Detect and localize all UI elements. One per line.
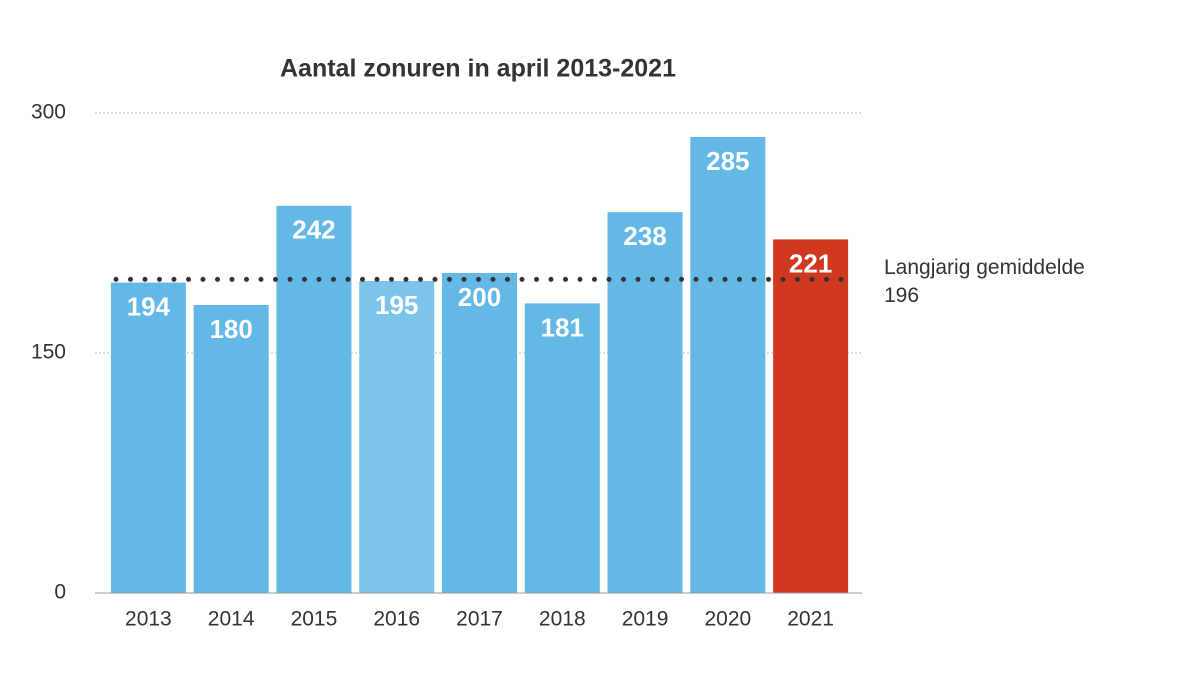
- value-label: 221: [789, 248, 832, 278]
- y-tick-label: 150: [31, 341, 66, 364]
- chart-title: Aantal zonuren in april 2013-2021: [280, 55, 676, 83]
- bar: [359, 281, 435, 593]
- bar: [524, 303, 600, 593]
- y-tick-label: 300: [31, 101, 66, 124]
- x-tick-label: 2017: [456, 608, 503, 631]
- x-tick-label: 2014: [208, 608, 255, 631]
- x-tick-label: 2016: [373, 608, 420, 631]
- value-label: 238: [623, 221, 666, 251]
- bar: [110, 282, 186, 593]
- reference-value: 196: [884, 284, 919, 307]
- reference-label: Langjarig gemiddelde: [884, 256, 1085, 279]
- x-tick-label: 2020: [704, 608, 751, 631]
- value-label: 181: [541, 312, 584, 342]
- value-label: 194: [127, 291, 171, 321]
- y-tick-label: 0: [54, 581, 66, 604]
- x-tick-label: 2019: [622, 608, 669, 631]
- x-tick-label: 2018: [539, 608, 586, 631]
- bar: [607, 212, 683, 593]
- bar: [690, 137, 766, 593]
- value-label: 195: [375, 290, 418, 320]
- value-label: 200: [458, 282, 501, 312]
- bar: [442, 273, 517, 593]
- value-label: 180: [209, 314, 252, 344]
- x-tick-label: 2015: [291, 608, 338, 631]
- x-tick-label: 2021: [787, 608, 834, 631]
- value-label: 242: [292, 215, 335, 245]
- value-label: 285: [706, 146, 749, 176]
- bar: [193, 305, 269, 593]
- x-tick-label: 2013: [125, 608, 172, 631]
- bar: [276, 205, 352, 594]
- bar: [773, 239, 849, 593]
